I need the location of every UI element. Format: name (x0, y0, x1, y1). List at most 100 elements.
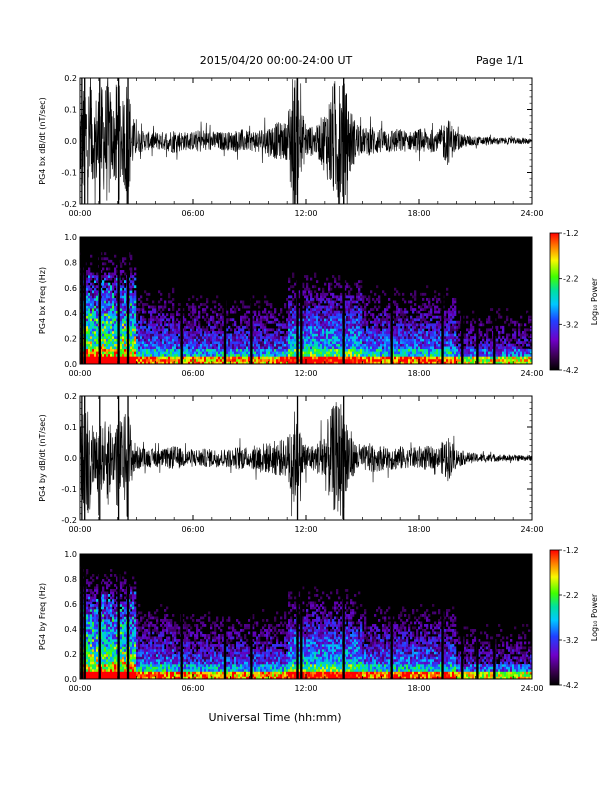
spectrogram-cell (166, 361, 169, 365)
spectrogram-cell (484, 353, 487, 357)
spectrogram-cell (256, 318, 259, 322)
spectrogram-cell (508, 323, 511, 327)
spectrogram-cell (352, 308, 355, 311)
spectrogram-cell (182, 336, 185, 339)
spectrogram-cell (388, 330, 391, 334)
spectrogram-cell (226, 336, 229, 339)
spectrogram-cell (430, 353, 433, 357)
spectrogram-cell (110, 259, 113, 263)
spectrogram-cell (350, 318, 353, 322)
spectrogram-cell (168, 343, 171, 347)
spectrogram-cell (226, 320, 229, 324)
spectrogram-cell (302, 313, 305, 317)
spectrogram-cell (314, 353, 317, 357)
spectrogram-cell (354, 315, 357, 319)
spectrogram-cell (144, 330, 147, 334)
spectrogram-cell (430, 341, 433, 344)
spectrogram-cell (336, 325, 339, 329)
spectrogram-cell (266, 333, 269, 337)
spectrogram-cell (112, 300, 115, 304)
spectrogram-cell (222, 356, 225, 360)
spectrogram-cell (174, 346, 177, 350)
spectrogram-cell (94, 330, 97, 334)
spectrogram-cell (210, 353, 213, 357)
spectrogram-cell (94, 297, 97, 301)
spectrogram-cell (428, 305, 431, 309)
spectrogram-cell (120, 290, 123, 294)
spectrogram-cell (320, 346, 323, 350)
spectrogram-cell (268, 358, 271, 362)
spectrogram-cell (140, 358, 143, 362)
spectrogram-cell (414, 361, 417, 365)
spectrogram-cell (422, 343, 425, 347)
spectrogram-cell (288, 308, 291, 311)
spectrogram-cell (152, 308, 155, 311)
spectrogram-cell (142, 346, 145, 350)
spectrogram-cell (334, 320, 337, 324)
spectrogram-cell (356, 300, 359, 304)
spectrogram-cell (292, 315, 295, 319)
spectrogram-cell (212, 338, 215, 342)
spectrogram-cell (338, 315, 341, 319)
spectrogram-cell (330, 343, 333, 347)
spectrogram-cell (518, 343, 521, 347)
spectrogram-cell (140, 348, 143, 352)
spectrogram-cell (252, 353, 255, 357)
spectrogram-cell (298, 310, 301, 314)
spectrogram-cell (222, 353, 225, 357)
spectrogram-cell (506, 353, 509, 357)
spectrogram-cell (328, 320, 331, 324)
spectrogram-cell (302, 320, 305, 324)
spectrogram-cell (358, 341, 361, 344)
spectrogram-cell (498, 358, 501, 362)
spectrogram-cell (156, 323, 159, 327)
spectrogram-cell (168, 295, 171, 299)
spectrogram-cell (316, 292, 319, 296)
spectrogram-cell (316, 280, 319, 284)
spectrogram-cell (524, 351, 527, 355)
spectrogram-cell (106, 351, 109, 355)
spectrogram-cell (252, 320, 255, 324)
spectrogram-cell (178, 346, 181, 350)
spectrogram-cell (312, 338, 315, 342)
spectrogram-cell (168, 353, 171, 357)
spectrogram-cell (154, 336, 157, 339)
spectrogram-cell (264, 330, 267, 334)
spectrogram-cell (284, 351, 287, 355)
spectrogram-cell (132, 292, 135, 296)
spectrogram-cell (458, 310, 461, 314)
spectrogram-cell (322, 328, 325, 332)
spectrogram-cell (260, 320, 263, 324)
spectrogram-cell (190, 351, 193, 355)
spectrogram-cell (124, 343, 127, 347)
spectrogram-cell (312, 346, 315, 350)
spectrogram-cell (486, 338, 489, 342)
spectrogram-cell (450, 358, 453, 362)
spectrogram-cell (116, 292, 119, 296)
spectrogram-cell (90, 290, 93, 294)
spectrogram-cell (120, 313, 123, 317)
spectrogram-cell (278, 343, 281, 347)
spectrogram-cell (246, 336, 249, 339)
spectrogram-cell (312, 336, 315, 339)
spectrogram-cell (132, 303, 135, 306)
spectrogram-cell (344, 280, 347, 284)
spectrogram-cell (280, 358, 283, 362)
spectrogram-cell (92, 348, 95, 352)
spectrogram-cell (142, 341, 145, 344)
spectrogram-cell (410, 346, 413, 350)
spectrogram-cell (104, 328, 107, 332)
spectrogram-cell (148, 341, 151, 344)
spectrogram-cell (158, 353, 161, 357)
spectrogram-cell (394, 343, 397, 347)
spectrogram-cell (288, 325, 291, 329)
spectrogram-cell (154, 333, 157, 337)
spectrogram-cell (434, 328, 437, 332)
spectrogram-cell (86, 310, 89, 314)
spectrogram-cell (446, 356, 449, 360)
spectrogram-cell (468, 358, 471, 362)
spectrogram-cell (212, 353, 215, 357)
spectrogram-cell (326, 336, 329, 339)
spectrogram-cell (364, 353, 367, 357)
spectrogram-cell (448, 310, 451, 314)
